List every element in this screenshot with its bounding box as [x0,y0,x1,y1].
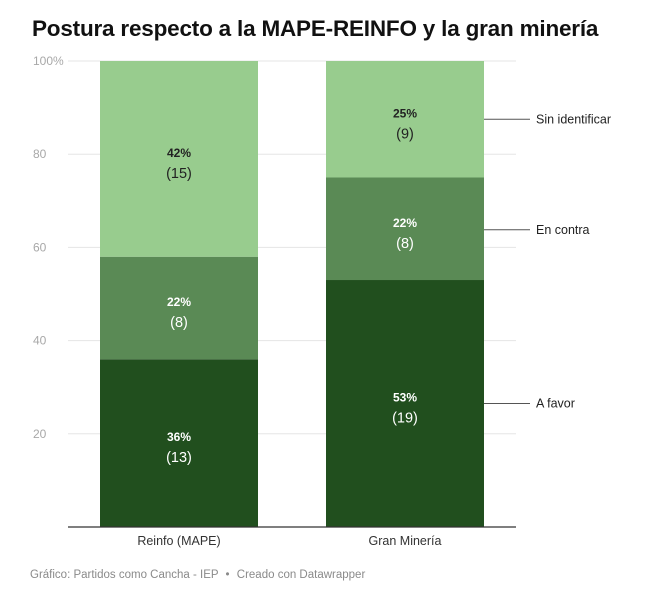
data-label-percent: 42% [167,146,191,160]
y-tick-label: 20 [33,427,47,441]
bar-segment-sin-identificar [326,61,484,178]
legend-label-a-favor: A favor [536,397,575,411]
bar-segment-en-contra [326,177,484,281]
stacked-bar-chart: 20 40 60 80 100% 36% (13) 22% (8) 42% (15) Reinfo (… [33,54,611,548]
bar-segment-en-contra [100,256,258,360]
bar-segment-a-favor [326,280,484,527]
chart-footer: Gráfico: Partidos como Cancha - IEP • Cr… [30,569,365,581]
bar-segment-sin-identificar [100,61,258,257]
x-category-label: Reinfo (MAPE) [137,534,220,548]
y-tick-label: 80 [33,147,47,161]
data-label-percent: 25% [393,106,417,120]
data-label-count: (8) [396,236,414,252]
legend-label-en-contra: En contra [536,223,590,237]
bar-segment-a-favor [100,359,258,527]
chart-title: Postura respecto a la MAPE-REINFO y la g… [32,16,599,41]
legend-label-sin-identificar: Sin identificar [536,112,611,126]
y-tick-label: 100% [33,54,64,68]
data-label-count: (19) [392,411,418,427]
data-label-count: (13) [166,450,192,466]
data-label-count: (9) [396,126,414,142]
y-tick-label: 60 [33,240,47,254]
data-label-count: (8) [170,315,188,331]
data-label-percent: 22% [393,216,417,230]
data-label-percent: 36% [167,430,191,444]
y-tick-label: 40 [33,334,47,348]
footer-separator: • [225,569,230,581]
data-label-percent: 22% [167,295,191,309]
data-label-percent: 53% [393,391,417,405]
x-category-label: Gran Minería [369,534,442,548]
source-text: Gráfico: Partidos como Cancha - IEP [30,569,219,581]
data-label-count: (15) [166,166,192,182]
credit-text: Creado con Datawrapper [236,569,366,581]
